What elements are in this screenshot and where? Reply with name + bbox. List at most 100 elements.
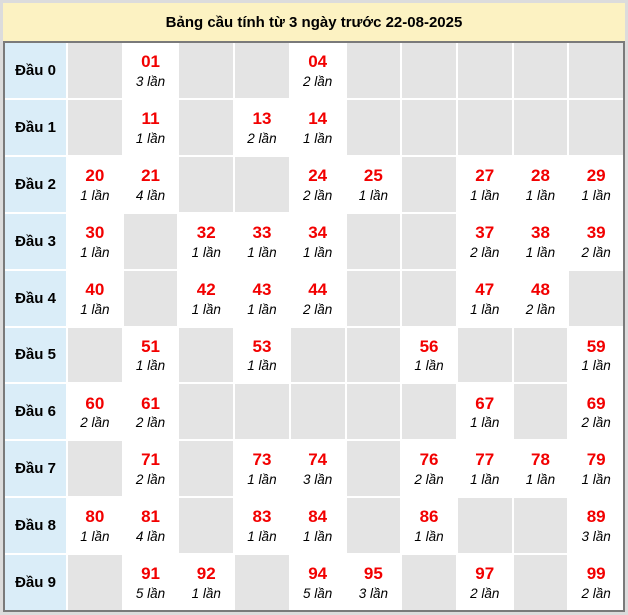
cell-empty — [346, 270, 401, 326]
cell-count: 1 lần — [80, 187, 110, 203]
cell-count: 1 lần — [358, 187, 388, 203]
cell-count: 2 lần — [470, 244, 500, 260]
cell-number: 69 — [586, 393, 606, 413]
cell-53: 53 1 lần — [235, 327, 289, 383]
cell-empty — [513, 43, 568, 98]
cell-13: 13 2 lần — [235, 99, 289, 155]
cell-86: 86 1 lần — [402, 498, 456, 554]
cell-count: 1 lần — [581, 358, 611, 374]
cell-count: 1 lần — [80, 301, 110, 317]
cell-69: 69 2 lần — [569, 384, 623, 440]
cell-count: 1 lần — [303, 130, 333, 146]
cell-empty — [235, 555, 289, 610]
cell-28: 28 1 lần — [513, 156, 568, 212]
cell-count: 1 lần — [191, 244, 221, 260]
cell-48: 48 2 lần — [513, 270, 568, 326]
cell-count: 1 lần — [135, 358, 166, 374]
cell-number: 48 — [530, 279, 550, 299]
cell-number: 20 — [85, 165, 105, 185]
cell-number: 78 — [530, 450, 550, 470]
cell-empty — [68, 441, 122, 497]
cell-empty — [346, 441, 401, 497]
cell-24: 24 2 lần — [290, 156, 345, 212]
cell-84: 84 1 lần — [290, 498, 345, 554]
cell-empty — [402, 99, 456, 155]
row-label: Đầu 1 — [5, 99, 66, 155]
cell-number: 32 — [196, 222, 216, 242]
cell-89: 89 3 lần — [569, 498, 623, 554]
cell-count: 1 lần — [414, 529, 444, 545]
cell-number: 84 — [308, 507, 328, 527]
cell-number: 89 — [586, 507, 606, 527]
cell-32: 32 1 lần — [179, 213, 234, 269]
cell-number: 77 — [475, 450, 495, 470]
cell-80: 80 1 lần — [68, 498, 122, 554]
row-label: Đầu 2 — [5, 156, 66, 212]
cell-empty — [235, 43, 289, 98]
cell-empty — [402, 384, 456, 440]
cell-count: 1 lần — [80, 529, 110, 545]
cell-number: 21 — [141, 165, 160, 185]
cell-number: 67 — [475, 393, 495, 413]
cell-empty — [68, 327, 122, 383]
cell-count: 1 lần — [470, 472, 500, 488]
cell-count: 1 lần — [525, 244, 556, 260]
cell-number: 51 — [141, 336, 160, 356]
cell-number: 76 — [419, 450, 439, 470]
cau-table: Đầu 0 01 3 lần 04 2 lần Đầu 1 11 1 lần 13 2 lần 14… — [3, 41, 625, 612]
cell-83: 83 1 lần — [235, 498, 289, 554]
cell-number: 44 — [308, 279, 328, 299]
cell-count: 1 lần — [247, 301, 277, 317]
cell-number: 60 — [85, 393, 105, 413]
cell-empty — [569, 270, 623, 326]
cell-21: 21 4 lần — [123, 156, 178, 212]
cell-78: 78 1 lần — [513, 441, 568, 497]
cell-59: 59 1 lần — [569, 327, 623, 383]
cell-count: 2 lần — [581, 415, 611, 431]
cell-51: 51 1 lần — [123, 327, 178, 383]
cell-number: 56 — [419, 336, 439, 356]
cell-79: 79 1 lần — [569, 441, 623, 497]
cell-empty — [457, 43, 512, 98]
cell-number: 81 — [141, 507, 160, 527]
cell-number: 42 — [196, 279, 216, 299]
cell-81: 81 4 lần — [123, 498, 178, 554]
cell-empty — [457, 99, 512, 155]
cell-count: 1 lần — [414, 358, 444, 374]
cell-94: 94 5 lần — [290, 555, 345, 610]
cell-42: 42 1 lần — [179, 270, 234, 326]
cell-count: 2 lần — [581, 244, 611, 260]
cell-empty — [402, 43, 456, 98]
cell-count: 1 lần — [247, 472, 277, 488]
cell-count: 5 lần — [303, 586, 333, 601]
cell-number: 34 — [308, 222, 328, 242]
cell-empty — [179, 156, 234, 212]
cell-empty — [68, 555, 122, 610]
cell-number: 04 — [308, 52, 328, 72]
cell-number: 61 — [141, 393, 160, 413]
cell-95: 95 3 lần — [346, 555, 401, 610]
cell-count: 4 lần — [135, 529, 166, 545]
cell-count: 2 lần — [470, 586, 500, 601]
cell-count: 3 lần — [303, 472, 333, 488]
cell-14: 14 1 lần — [290, 99, 345, 155]
cell-47: 47 1 lần — [457, 270, 512, 326]
cell-count: 1 lần — [80, 244, 110, 260]
cell-number: 59 — [586, 336, 606, 356]
row-label: Đầu 7 — [5, 441, 66, 497]
cell-count: 1 lần — [191, 586, 221, 601]
row-label: Đầu 4 — [5, 270, 66, 326]
cell-empty — [402, 270, 456, 326]
cell-empty — [123, 270, 178, 326]
cell-number: 79 — [586, 450, 606, 470]
cell-77: 77 1 lần — [457, 441, 512, 497]
cell-number: 33 — [252, 222, 272, 242]
cell-34: 34 1 lần — [290, 213, 345, 269]
cell-number: 25 — [363, 165, 383, 185]
cell-number: 80 — [85, 507, 105, 527]
cell-number: 38 — [530, 222, 550, 242]
cell-27: 27 1 lần — [457, 156, 512, 212]
cell-empty — [179, 441, 234, 497]
row-label: Đầu 9 — [5, 555, 66, 610]
cell-91: 91 5 lần — [123, 555, 178, 610]
